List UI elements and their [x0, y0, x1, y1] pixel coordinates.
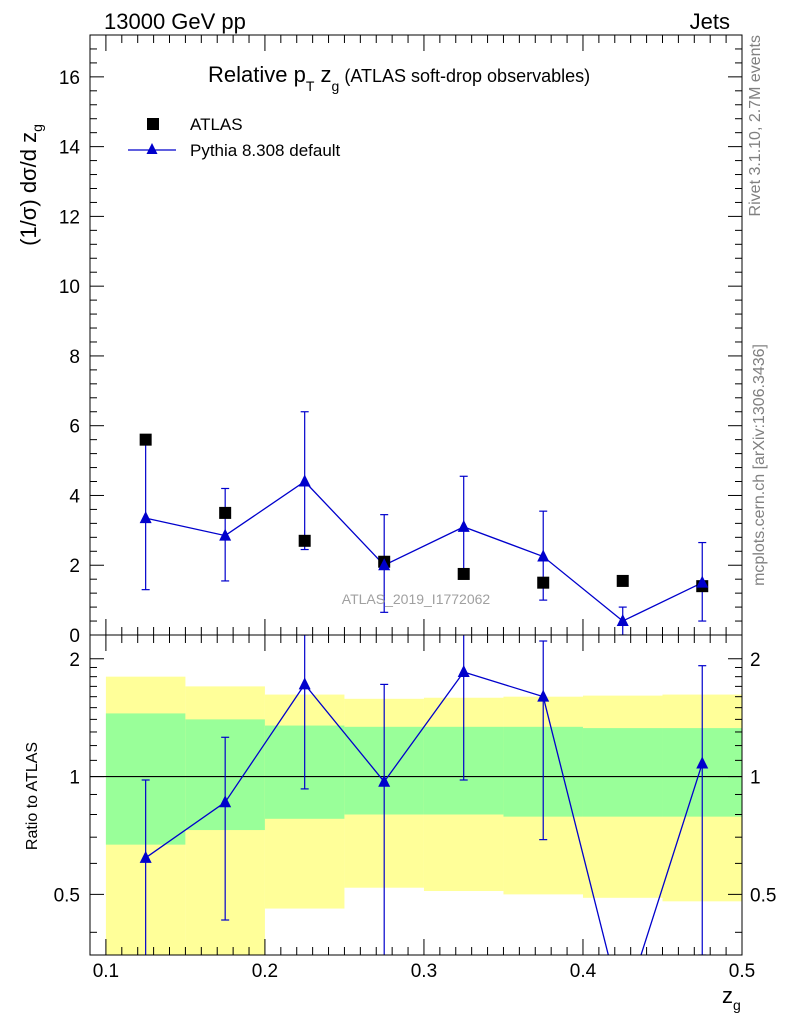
x-tick-labels: 0.1 0.2 0.3 0.4 0.5 [93, 961, 756, 982]
x-tick-label: 0.1 [93, 961, 119, 982]
main-y-tick-label: 12 [59, 207, 80, 228]
main-y-tick-label: 0 [69, 626, 80, 647]
mc-data-point [696, 575, 709, 588]
atlas-data-point [457, 567, 470, 580]
main-panel: 0 2 4 6 8 10 12 14 16 Relative pT zg (ATLAS soft… [59, 34, 743, 647]
x-axis-label: zg [722, 983, 741, 1013]
main-data-marks [139, 411, 709, 636]
ratio-mc-point [219, 795, 232, 808]
ratio-y-tick-label: 2 [69, 650, 80, 671]
main-y-tick-label: 6 [69, 417, 80, 438]
mc-data-point [457, 519, 470, 532]
ratio-y-tick-label: 1 [69, 768, 80, 789]
header-left-label: 13000 GeV pp [104, 9, 246, 34]
main-y-tick-label: 4 [69, 486, 80, 507]
mc-data-point [537, 549, 550, 562]
rivet-version-label: Rivet 3.1.10, 2.7M events [747, 35, 764, 216]
main-y-tick-label: 14 [59, 138, 81, 159]
ratio-y-tick-label-right: 1 [750, 768, 761, 789]
main-axis-ticks: 0 2 4 6 8 10 12 14 16 [59, 34, 743, 647]
ratio-mc-point [537, 689, 550, 702]
ratio-mc-point [696, 756, 709, 769]
x-axis-label-sub: g [733, 997, 741, 1013]
ratio-axis-ticks: 0.5 0.5 1 1 2 2 [54, 635, 776, 955]
legend-data-marker [147, 118, 159, 130]
ratio-y-tick-label-right: 2 [750, 650, 761, 671]
atlas-data-point [139, 433, 152, 446]
x-tick-label: 0.3 [411, 961, 437, 982]
ratio-y-tick-label-right: 0.5 [750, 885, 776, 906]
ratio-y-tick-label: 0.5 [54, 885, 80, 906]
title-sub-g: g [332, 78, 340, 94]
ratio-panel: 0.5 0.5 1 1 2 2 [54, 634, 776, 956]
ratio-plot-frame [89, 634, 743, 956]
ratio-mc-point [457, 665, 470, 678]
ratio-mc-line [145, 671, 703, 955]
legend-data-label: ATLAS [190, 115, 243, 134]
main-y-tick-label: 16 [59, 68, 80, 89]
mcplots-reference-label: mcplots.cern.ch [arXiv:1306.3436] [751, 344, 768, 586]
legend: ATLAS Pythia 8.308 default [128, 115, 341, 160]
main-y-tick-label: 10 [59, 277, 80, 298]
atlas-data-point [219, 506, 232, 519]
mc-data-point [616, 614, 629, 627]
title-sub-t: T [306, 78, 315, 94]
plot-title: Relative pT zg (ATLAS soft-drop observab… [208, 62, 590, 94]
main-y-axis-label-text: (1/σ) dσ/d z [16, 132, 41, 246]
x-axis-label-text: z [722, 983, 733, 1008]
ratio-mc-point [139, 850, 152, 863]
title-main-text: Relative p [208, 62, 306, 87]
x-tick-label: 0.2 [252, 961, 278, 982]
ratio-y-axis-label: Ratio to ATLAS [24, 742, 41, 850]
ratio-data-marks [139, 635, 709, 955]
atlas-data-point [616, 574, 629, 587]
x-tick-label: 0.4 [570, 961, 597, 982]
main-y-axis-label: (1/σ) dσ/d zg [16, 124, 45, 246]
title-main-text-2: z [314, 62, 331, 87]
mc-data-point [139, 511, 152, 524]
x-tick-label: 0.5 [729, 961, 755, 982]
atlas-data-point [298, 534, 311, 547]
mc-data-point [219, 528, 232, 541]
title-paren-text: (ATLAS soft-drop observables) [339, 66, 590, 86]
main-y-tick-label: 8 [69, 347, 80, 368]
mc-data-point [298, 474, 311, 487]
main-plot-area [90, 35, 742, 635]
mc-series-line [145, 480, 703, 622]
legend-mc-label: Pythia 8.308 default [190, 141, 341, 160]
mc-data-point [378, 558, 391, 571]
main-y-axis-label-sub: g [29, 124, 45, 132]
ratio-mc-point [298, 677, 311, 690]
main-y-tick-label: 2 [69, 556, 80, 577]
ratio-mc-point [378, 774, 391, 787]
legend-mc-marker [146, 143, 158, 154]
ratio-band-inner [582, 728, 663, 817]
analysis-watermark: ATLAS_2019_I1772062 [342, 591, 491, 607]
header-right-label: Jets [690, 9, 730, 34]
atlas-data-point [537, 576, 550, 589]
